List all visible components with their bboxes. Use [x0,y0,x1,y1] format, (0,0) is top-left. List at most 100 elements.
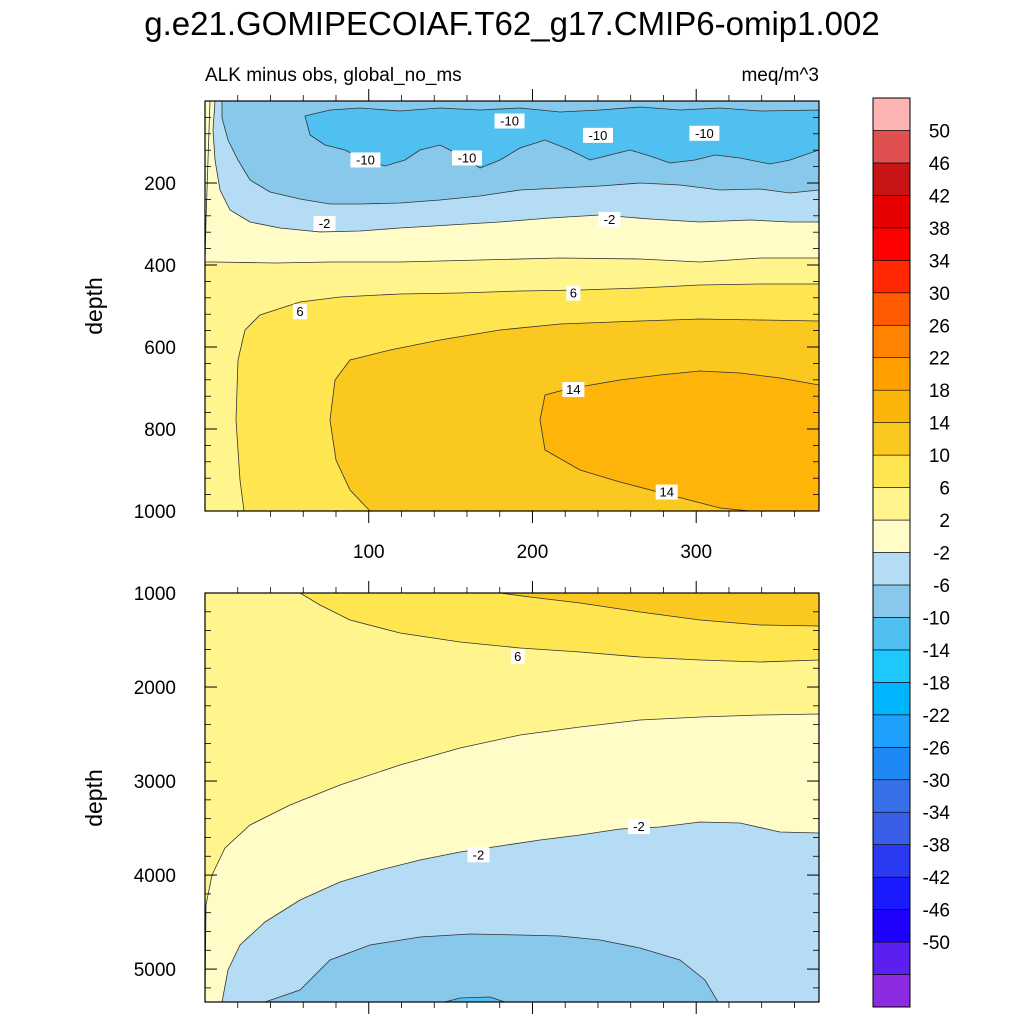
colorbar-label: -46 [923,901,950,922]
upper-contour-label: -10 [356,152,375,167]
upper-contour-label-bg [562,382,585,398]
fill-band-10-14 [499,593,819,627]
upper-contour-fills [205,101,819,511]
upper-y-tick-label: 1000 [134,502,176,523]
upper-y-tick-label: 400 [144,256,176,277]
colorbar-swatch [872,941,911,975]
upper-contour-label: 6 [570,286,577,301]
colorbar-swatch [872,844,911,878]
upper-contour-label-bg [582,127,613,143]
chart-title: g.e21.GOMIPECOIAF.T62_g17.CMIP6-omip1.00… [144,5,880,42]
colorbar-swatch [872,162,911,196]
upper-x-tick-label: 200 [517,542,549,563]
colorbar-label: 18 [929,381,950,402]
upper-axis-ticks: 200 400 600 800 1000 100 200 300 [134,89,819,563]
lower-y-tick-label: 2000 [134,678,176,699]
colorbar-label: -50 [923,933,950,954]
upper-panel: ALK minus obs, global_no_ms meq/m^3 -10 -… [81,65,820,563]
lower-y-axis-label: depth [81,769,107,827]
colorbar-swatch [872,292,911,326]
upper-contour-label: -10 [500,114,519,129]
lower-contour-label: -2 [473,847,485,862]
subtitle-right: meq/m^3 [741,65,819,86]
colorbar-swatch [872,130,911,164]
colorbar-frame [872,97,911,1008]
upper-contour-label: -2 [319,216,331,231]
colorbar-swatch [872,324,911,359]
colorbar-label: -30 [923,771,950,792]
colorbar-swatch [872,746,911,781]
upper-y-tick-label: 200 [144,174,176,195]
colorbar-label: -22 [923,706,950,727]
upper-plot-frame [204,100,820,512]
subtitle-left: ALK minus obs, global_no_ms [205,65,462,86]
colorbar-swatch [872,519,911,553]
colorbar-label: -6 [933,576,950,597]
colorbar-swatch [872,454,911,488]
fill-band-neg14-neg10 [444,996,506,1002]
colorbar-swatch [872,389,911,423]
colorbar-swatch [872,649,911,683]
colorbar-label: 26 [929,316,950,337]
upper-contour-labels: -10 -10 -10 -10 -10 -2 -2 6 6 14 14 [292,113,720,500]
upper-contour-label-bg [689,125,720,141]
colorbar-swatch [872,909,911,943]
colorbar-label: 10 [929,446,950,467]
lower-y-tick-label: 3000 [134,772,176,793]
colorbar-label: 42 [929,186,950,207]
colorbar-label: 50 [929,121,950,142]
lower-plot-frame [204,592,820,1003]
colorbar-swatch [872,195,911,229]
lower-panel: 6 -2 -2 1000 2000 3000 4000 5000 depth [81,581,820,1014]
colorbar-label: -10 [923,608,950,629]
lower-contour-label-bg [627,819,650,835]
lower-y-tick-label: 4000 [134,866,176,887]
colorbar-swatch [872,97,911,131]
upper-x-tick-label: 300 [680,542,712,563]
colorbar-swatch [872,552,911,586]
upper-contour-label: 14 [659,485,673,500]
colorbar-swatch [872,779,911,813]
lower-axis-ticks: 1000 2000 3000 4000 5000 [134,581,819,1014]
colorbar-label: -38 [923,836,950,857]
colorbar-label: -14 [923,641,951,662]
colorbar-label: 38 [929,219,950,240]
upper-contour-label: 6 [296,304,303,319]
colorbar-swatch [872,357,911,391]
lower-contour-label: 6 [514,649,521,664]
colorbar-label: -26 [923,738,950,759]
fill-band-neg10-neg6 [264,933,719,1002]
upper-contour-label-bg [494,113,525,129]
lower-contour-label-bg [510,648,525,664]
upper-contour-label: 14 [566,382,580,397]
colorbar-label: 14 [929,414,951,435]
colorbar-label: -18 [923,673,950,694]
colorbar-label: -34 [923,803,951,824]
fill-band-neg14-neg10 [304,106,819,169]
colorbar-label: 34 [929,251,951,272]
upper-contour-label-bg [598,211,621,227]
upper-contour-label: -10 [458,150,477,165]
colorbar-label: 30 [929,284,950,305]
colorbar-swatch [872,682,911,716]
lower-contour-label-bg [467,847,490,863]
colorbar: 50 46 42 38 34 30 26 22 18 14 10 6 2 -2 -6 -10 -14 -18 -22… [872,97,951,1008]
lower-y-tick-label: 5000 [134,960,176,981]
upper-x-tick-label: 100 [353,542,385,563]
colorbar-swatch [872,260,911,294]
upper-contour-label-bg [655,484,678,500]
lower-contour-labels: 6 -2 -2 [467,648,650,863]
upper-y-tick-label: 600 [144,338,176,359]
upper-contour-label-bg [451,150,482,166]
upper-contour-label-bg [350,152,381,168]
upper-y-axis-label: depth [81,277,107,335]
fill-band-14-18 [539,370,819,511]
lower-contour-label: -2 [633,819,645,834]
colorbar-swatch [872,714,911,748]
upper-contour-label: -10 [589,128,608,143]
colorbar-swatch [872,876,911,910]
upper-contour-label: -2 [604,212,616,227]
colorbar-swatch [872,227,911,261]
colorbar-swatch [872,584,911,618]
lower-y-tick-label: 1000 [134,584,176,605]
